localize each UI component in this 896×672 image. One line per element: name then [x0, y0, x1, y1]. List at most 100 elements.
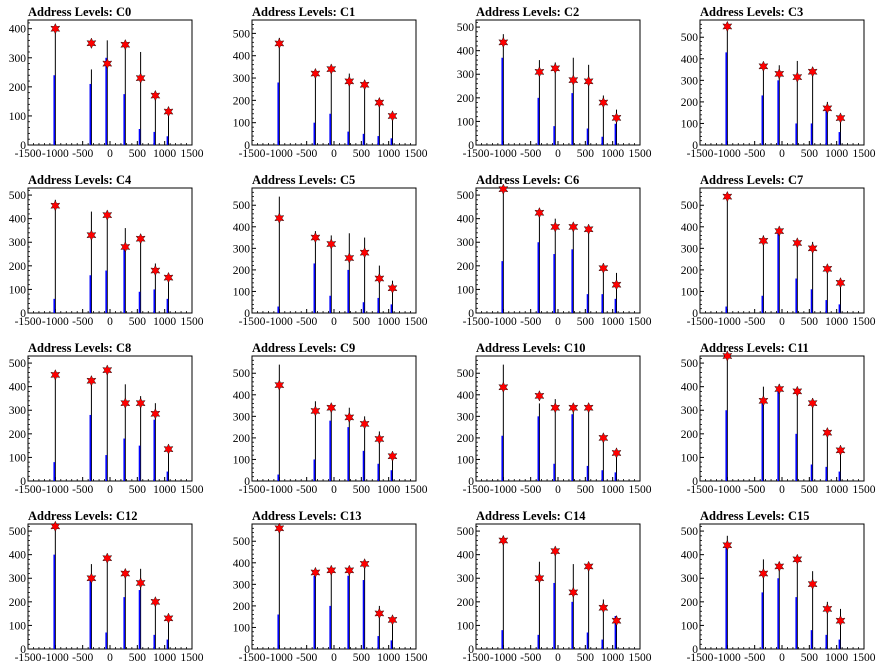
peak-marker — [86, 229, 97, 241]
x-tick-label: 1500 — [629, 484, 652, 496]
peak-marker — [498, 36, 509, 49]
peak-marker — [792, 237, 803, 249]
x-tick-label: 1000 — [825, 652, 848, 664]
chart-plot: 0 100 200 300 400 500 -1500 -1000 -500 0 500 1000 15… — [457, 355, 652, 496]
x-tick-label: 500 — [353, 484, 371, 496]
chart-panel: 0 100 200 300 400 500 -1500 -1000 -500 0 500 1000 15… — [448, 336, 672, 504]
x-tick-label: 0 — [779, 316, 785, 328]
peak-marker — [163, 271, 174, 284]
chart-panel: 0 100 200 300 400 500 -1500 -1000 -500 0 500 1000 15… — [224, 168, 448, 336]
y-tick-label: 100 — [457, 620, 475, 632]
x-tick-label: -1000 — [714, 316, 741, 328]
peak-marker — [807, 242, 818, 255]
x-tick-label: 1500 — [853, 484, 876, 496]
x-tick-label: -1500 — [463, 316, 490, 328]
peak-marker — [792, 385, 803, 398]
y-tick-label: 400 — [9, 24, 27, 36]
y-tick-label: 200 — [9, 82, 27, 94]
x-tick-label: -500 — [72, 652, 93, 664]
y-tick-label: 400 — [9, 550, 27, 562]
chart-plot: 0 100 200 300 400 500 -1500 -1000 -500 0 500 1000 15… — [681, 19, 876, 160]
x-tick-label: 500 — [129, 484, 147, 496]
x-tick-label: 1000 — [825, 316, 848, 328]
peak-marker — [344, 411, 355, 424]
peak-marker — [274, 379, 285, 391]
plot-frame — [251, 523, 417, 650]
y-tick-label: 200 — [457, 433, 475, 445]
y-tick-label: 0 — [20, 644, 26, 656]
peak-marker — [163, 105, 174, 118]
x-tick-label: 1500 — [181, 148, 204, 160]
x-tick-label: 500 — [801, 316, 819, 328]
y-tick-label: 300 — [233, 73, 251, 85]
chart-panel: 0 100 200 300 400 500 -1500 -1000 -500 0 500 1000 15… — [672, 0, 896, 168]
y-tick-label: 200 — [457, 597, 475, 609]
chart-panel: 0 100 200 300 400 500 -1500 -1000 -500 0 500 1000 15… — [224, 336, 448, 504]
peak-marker — [835, 277, 846, 289]
x-tick-label: -500 — [296, 484, 317, 496]
y-tick-label: 0 — [20, 308, 26, 320]
peak-marker — [310, 67, 321, 80]
y-tick-label: 0 — [468, 140, 474, 152]
x-tick-label: 0 — [555, 484, 561, 496]
peak-marker — [120, 397, 131, 409]
chart-title: Address Levels: C12 — [28, 509, 138, 523]
peak-marker — [326, 63, 337, 75]
plot-frame — [699, 19, 865, 146]
y-tick-label: 0 — [692, 476, 698, 488]
x-tick-label: -1500 — [687, 652, 714, 664]
peak-marker — [611, 112, 622, 124]
y-tick-label: 200 — [681, 429, 699, 441]
y-tick-label: 200 — [681, 97, 699, 109]
y-tick-label: 300 — [233, 243, 251, 255]
x-tick-label: 1500 — [405, 316, 428, 328]
peak-marker — [102, 209, 113, 221]
peak-marker — [374, 607, 385, 620]
peak-marker — [774, 68, 785, 80]
plot-frame — [27, 523, 193, 650]
x-tick-label: 0 — [331, 316, 337, 328]
y-tick-label: 200 — [457, 93, 475, 105]
chart-title: Address Levels: C14 — [476, 509, 586, 523]
peak-marker — [326, 402, 337, 414]
x-tick-label: -500 — [744, 316, 765, 328]
x-tick-label: -500 — [296, 652, 317, 664]
x-tick-label: 500 — [129, 316, 147, 328]
x-tick-label: 1000 — [601, 484, 624, 496]
x-tick-label: -1000 — [42, 316, 69, 328]
x-tick-label: -500 — [520, 316, 541, 328]
y-tick-label: 400 — [457, 550, 475, 562]
peak-marker — [568, 221, 579, 233]
x-tick-label: -500 — [744, 484, 765, 496]
chart-title: Address Levels: C6 — [476, 173, 580, 187]
x-tick-label: -1000 — [714, 484, 741, 496]
y-tick-label: 300 — [681, 243, 699, 255]
chart-plot: 0 100 200 300 400 500 -1500 -1000 -500 0 500 1000 15… — [681, 187, 876, 328]
peak-marker — [274, 212, 285, 224]
x-tick-label: -1500 — [239, 652, 266, 664]
peak-marker — [150, 89, 161, 102]
y-tick-label: 300 — [457, 69, 475, 81]
x-tick-label: 1500 — [853, 316, 876, 328]
peak-marker — [611, 279, 622, 291]
peak-marker — [310, 405, 321, 417]
peak-marker — [722, 190, 733, 203]
chart-plot: 0 100 200 300 400 500 -1500 -1000 -500 0 500 1000 15… — [233, 19, 428, 160]
peak-marker — [359, 79, 370, 91]
peak-marker — [120, 567, 131, 580]
x-tick-label: -1500 — [15, 316, 42, 328]
y-tick-label: 500 — [9, 358, 27, 370]
y-tick-label: 100 — [233, 622, 251, 634]
peak-marker — [344, 75, 355, 88]
peak-marker — [835, 444, 846, 457]
peak-marker — [498, 534, 509, 547]
peak-marker — [102, 552, 113, 564]
y-tick-label: 500 — [457, 190, 475, 202]
chart-plot: 0 100 200 300 400 500 -1500 -1000 -500 0 500 1000 15… — [457, 183, 652, 328]
peak-marker — [722, 350, 733, 362]
plot-frame — [251, 19, 417, 146]
peak-marker — [568, 74, 579, 86]
peak-marker — [568, 586, 579, 599]
x-tick-label: 1500 — [629, 652, 652, 664]
x-tick-label: 1500 — [853, 652, 876, 664]
